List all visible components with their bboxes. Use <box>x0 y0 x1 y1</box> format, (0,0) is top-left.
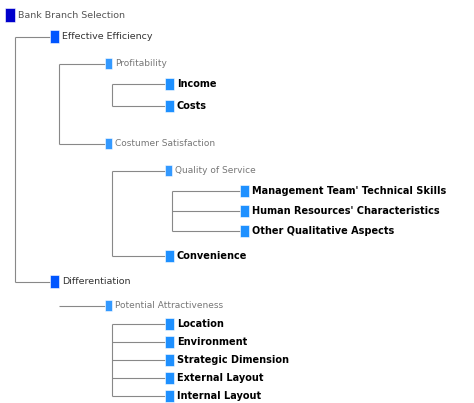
Bar <box>165 165 172 176</box>
Bar <box>165 372 174 384</box>
Bar <box>240 225 249 237</box>
Text: Location: Location <box>177 319 224 329</box>
Bar <box>165 354 174 366</box>
Text: Costs: Costs <box>177 101 207 111</box>
Bar <box>165 390 174 402</box>
Text: Bank Branch Selection: Bank Branch Selection <box>18 10 125 19</box>
Bar <box>50 30 59 43</box>
Text: External Layout: External Layout <box>177 373 264 383</box>
Bar <box>5 8 15 22</box>
Bar <box>165 78 174 90</box>
Text: Differentiation: Differentiation <box>62 277 130 286</box>
Text: Internal Layout: Internal Layout <box>177 391 261 401</box>
Bar <box>165 100 174 112</box>
Text: Environment: Environment <box>177 337 247 347</box>
Bar <box>165 318 174 330</box>
Bar <box>240 185 249 197</box>
Text: Human Resources' Characteristics: Human Resources' Characteristics <box>252 206 439 216</box>
Text: Costumer Satisfaction: Costumer Satisfaction <box>115 139 215 148</box>
Text: Potential Attractiveness: Potential Attractiveness <box>115 301 223 310</box>
Text: Convenience: Convenience <box>177 251 247 261</box>
Bar <box>50 275 59 288</box>
Bar <box>165 336 174 348</box>
Text: Strategic Dimension: Strategic Dimension <box>177 355 289 365</box>
Bar <box>105 300 112 311</box>
Text: Effective Efficiency: Effective Efficiency <box>62 32 153 41</box>
Bar <box>240 205 249 217</box>
Bar <box>105 138 112 149</box>
Bar <box>105 58 112 69</box>
Text: Profitability: Profitability <box>115 59 167 68</box>
Bar <box>165 250 174 262</box>
Text: Other Qualitative Aspects: Other Qualitative Aspects <box>252 226 394 236</box>
Text: Income: Income <box>177 79 217 89</box>
Text: Quality of Service: Quality of Service <box>175 166 256 175</box>
Text: Management Team' Technical Skills: Management Team' Technical Skills <box>252 186 446 196</box>
